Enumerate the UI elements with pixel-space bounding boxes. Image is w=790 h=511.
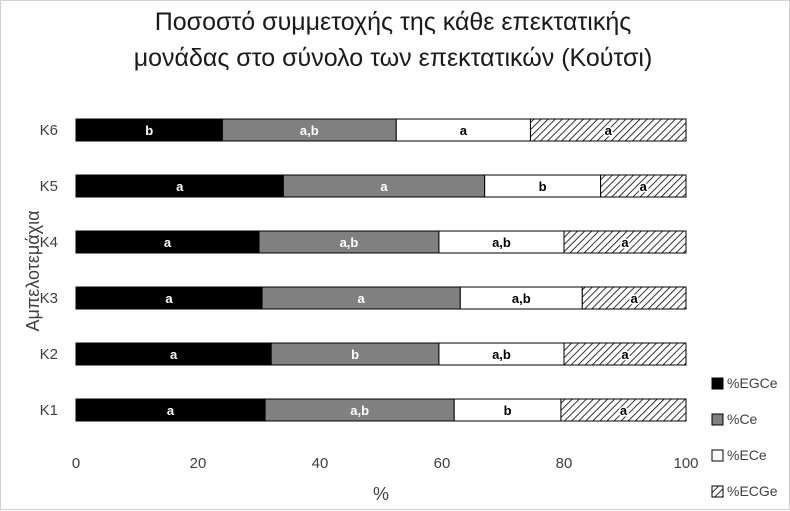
bar-segment (529, 118, 687, 142)
category-label: Κ6 (40, 122, 58, 139)
x-tick-label: 100 (673, 455, 698, 472)
y-axis-title: Αμπελοτεμάχια (23, 210, 43, 331)
bar-data-label: a (621, 347, 629, 362)
bar-data-label: a,b (492, 235, 511, 250)
bar-data-label: a,b (350, 403, 369, 418)
chart-title-line-2: μονάδας στο σύνολο των επεκτατικών (Κούτ… (134, 44, 653, 72)
bar-segment (563, 230, 687, 254)
bar-data-label: a (380, 179, 388, 194)
x-axis-ticks: 0 20 40 60 80 100 (72, 455, 699, 472)
bar-segment (563, 342, 687, 366)
x-tick-label: 20 (190, 455, 207, 472)
legend-label: %ECe (727, 447, 767, 463)
bar-data-label: a (460, 123, 468, 138)
bar-segment (600, 174, 687, 198)
bar-data-label: a (620, 403, 628, 418)
bar-data-label: a (621, 235, 629, 250)
legend: %EGCe %Ce %ECe %ECGe (711, 375, 778, 499)
x-tick-label: 40 (312, 455, 329, 472)
bar-data-label: b (539, 179, 547, 194)
bar-data-label: a,b (300, 123, 319, 138)
category-label: Κ2 (40, 346, 58, 363)
bar-data-label: a (358, 291, 366, 306)
legend-label: %ECGe (727, 483, 778, 499)
legend-label: %EGCe (727, 375, 778, 391)
bar-data-label: b (351, 347, 359, 362)
bar-data-label: a,b (492, 347, 511, 362)
legend-swatch (711, 485, 724, 498)
y-axis-categories: Κ1 Κ2 Κ3 Κ4 Κ5 Κ6 (40, 122, 58, 419)
legend-swatch (711, 449, 724, 462)
bar-data-label: a (165, 291, 173, 306)
bar-data-label: a (170, 347, 178, 362)
bar-data-label: a (167, 403, 175, 418)
bar-data-label: a (164, 235, 172, 250)
bar-segment (560, 398, 687, 422)
bar-data-label: a (176, 179, 184, 194)
category-label: Κ5 (40, 178, 58, 195)
legend-swatch (711, 413, 724, 426)
x-tick-label: 0 (72, 455, 80, 472)
legend-swatch (711, 377, 724, 390)
bar-data-label: a (605, 123, 613, 138)
category-label: Κ4 (40, 234, 58, 251)
category-label: Κ3 (40, 290, 58, 307)
bar-segment (581, 286, 687, 310)
bar-data-label: a (640, 179, 648, 194)
legend-label: %Ce (727, 411, 758, 427)
x-tick-label: 80 (556, 455, 573, 472)
bar-data-label: a,b (340, 235, 359, 250)
bar-data-label: b (145, 123, 153, 138)
bar-data-label: a (631, 291, 639, 306)
category-label: Κ1 (40, 402, 58, 419)
plot-area: a a,b b a a b a,b a a a a,b a a a,b a,b a a a b a b a,b a a (75, 118, 687, 422)
chart-title-line-1: Ποσοστό συμμετοχής της κάθε επεκτατικής (155, 8, 632, 36)
x-tick-label: 60 (434, 455, 451, 472)
x-axis-title: % (373, 484, 389, 504)
bar-data-label: a,b (512, 291, 531, 306)
bar-data-label: b (504, 403, 512, 418)
